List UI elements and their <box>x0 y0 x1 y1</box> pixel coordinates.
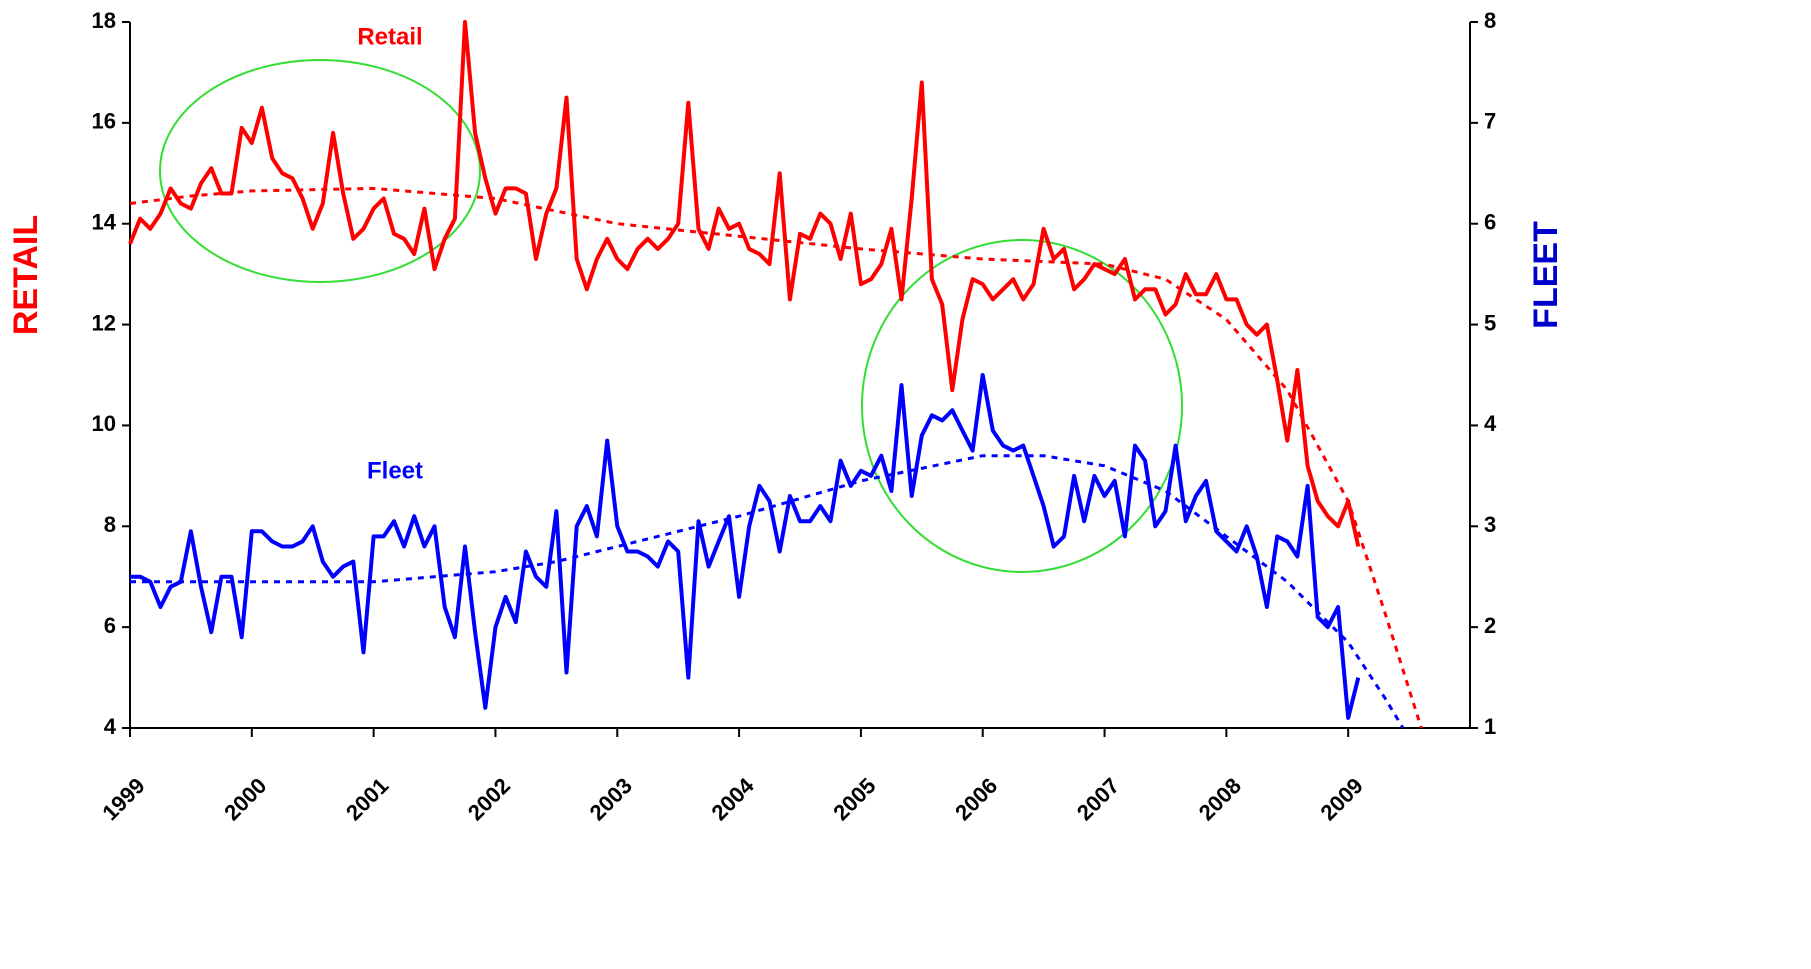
x-tick-label: 2004 <box>706 772 759 825</box>
y-tick-label: 18 <box>92 8 116 33</box>
highlight-ellipse <box>159 59 481 283</box>
x-tick-label: 1999 <box>97 773 149 825</box>
y2-tick-label: 3 <box>1484 512 1496 537</box>
y2-tick-label: 4 <box>1484 411 1497 436</box>
y-tick-label: 10 <box>92 411 116 436</box>
series-line <box>128 20 1361 547</box>
x-tick-label: 2003 <box>585 773 637 825</box>
y2-tick-label: 2 <box>1484 613 1496 638</box>
y-tick-label: 16 <box>92 109 116 134</box>
x-tick-label: 2007 <box>1072 773 1124 825</box>
highlight-ellipse <box>861 239 1183 573</box>
y2-tick-label: 5 <box>1484 310 1496 335</box>
y-axis-label: RETAIL <box>7 215 45 335</box>
series-annotation: Retail <box>357 23 422 50</box>
y2-tick-label: 8 <box>1484 8 1496 33</box>
trend-line <box>129 186 1423 729</box>
y2-tick-label: 1 <box>1484 714 1496 739</box>
y2-tick-label: 7 <box>1484 109 1496 134</box>
y-tick-label: 12 <box>92 310 116 335</box>
x-tick-label: 2006 <box>950 773 1002 825</box>
y-tick-label: 4 <box>104 714 117 739</box>
x-tick-label: 2002 <box>463 773 515 825</box>
y-tick-label: 14 <box>92 210 117 235</box>
y-tick-label: 8 <box>104 512 116 537</box>
x-tick-label: 2000 <box>219 773 271 825</box>
x-tick-label: 2005 <box>828 773 880 825</box>
y-tick-label: 6 <box>104 613 116 638</box>
trend-line <box>130 454 1405 729</box>
x-tick-label: 2001 <box>341 773 393 825</box>
y2-tick-label: 6 <box>1484 210 1496 235</box>
x-tick-label: 2008 <box>1194 773 1246 825</box>
x-tick-label: 2009 <box>1316 773 1368 825</box>
series-line <box>130 373 1361 720</box>
series-annotation: Fleet <box>367 457 423 484</box>
y2-axis-label: FLEET <box>1527 221 1565 329</box>
